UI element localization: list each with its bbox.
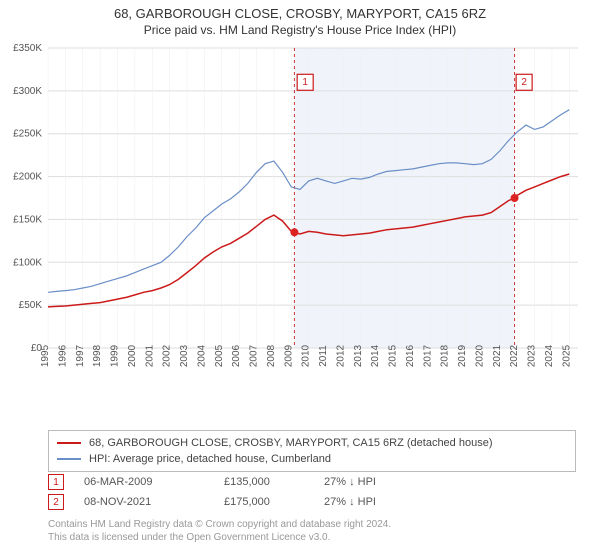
svg-text:2009: 2009 <box>283 344 294 367</box>
transaction-price: £175,000 <box>224 496 324 508</box>
transaction-date: 08-NOV-2021 <box>84 496 224 508</box>
svg-text:£250K: £250K <box>13 129 42 140</box>
svg-text:2006: 2006 <box>231 344 242 367</box>
transaction-pct: 27% ↓ HPI <box>324 496 444 508</box>
line-chart: £0£50K£100K£150K£200K£250K£300K£350K1995… <box>48 48 578 396</box>
svg-text:2021: 2021 <box>492 344 503 367</box>
svg-text:2: 2 <box>521 77 527 88</box>
svg-text:2016: 2016 <box>405 344 416 367</box>
legend-label: 68, GARBOROUGH CLOSE, CROSBY, MARYPORT, … <box>89 435 493 451</box>
svg-text:2022: 2022 <box>509 344 520 367</box>
title-main: 68, GARBOROUGH CLOSE, CROSBY, MARYPORT, … <box>0 6 600 21</box>
svg-text:1998: 1998 <box>92 344 103 367</box>
svg-text:£100K: £100K <box>13 257 42 268</box>
transaction-price: £135,000 <box>224 476 324 488</box>
transaction-pct: 27% ↓ HPI <box>324 476 444 488</box>
chart-container: 68, GARBOROUGH CLOSE, CROSBY, MARYPORT, … <box>0 0 600 560</box>
svg-text:1996: 1996 <box>57 344 68 367</box>
svg-text:2008: 2008 <box>266 344 277 367</box>
svg-text:2014: 2014 <box>370 344 381 367</box>
svg-text:2012: 2012 <box>335 344 346 367</box>
title-block: 68, GARBOROUGH CLOSE, CROSBY, MARYPORT, … <box>0 0 600 37</box>
legend-swatch <box>57 458 81 460</box>
svg-text:2025: 2025 <box>561 344 572 367</box>
title-sub: Price paid vs. HM Land Registry's House … <box>0 23 600 37</box>
svg-text:2018: 2018 <box>440 344 451 367</box>
svg-text:2020: 2020 <box>474 344 485 367</box>
svg-text:2010: 2010 <box>301 344 312 367</box>
legend-label: HPI: Average price, detached house, Cumb… <box>89 451 331 467</box>
svg-text:1995: 1995 <box>40 344 51 367</box>
svg-text:£300K: £300K <box>13 86 42 97</box>
legend: 68, GARBOROUGH CLOSE, CROSBY, MARYPORT, … <box>48 430 576 472</box>
footer-line-2: This data is licensed under the Open Gov… <box>48 531 391 544</box>
svg-text:2005: 2005 <box>214 344 225 367</box>
transaction-row: 1 06-MAR-2009 £135,000 27% ↓ HPI <box>48 472 576 492</box>
svg-text:2013: 2013 <box>353 344 364 367</box>
svg-text:2024: 2024 <box>544 344 555 367</box>
svg-text:2017: 2017 <box>422 344 433 367</box>
legend-item-property: 68, GARBOROUGH CLOSE, CROSBY, MARYPORT, … <box>57 435 567 451</box>
svg-text:1997: 1997 <box>75 344 86 367</box>
svg-text:£50K: £50K <box>19 300 43 311</box>
transaction-marker-1: 1 <box>48 474 64 490</box>
svg-text:2015: 2015 <box>388 344 399 367</box>
legend-item-hpi: HPI: Average price, detached house, Cumb… <box>57 451 567 467</box>
svg-text:£350K: £350K <box>13 43 42 54</box>
svg-text:2003: 2003 <box>179 344 190 367</box>
chart-area: £0£50K£100K£150K£200K£250K£300K£350K1995… <box>48 48 578 396</box>
svg-text:2002: 2002 <box>162 344 173 367</box>
transaction-marker-2: 2 <box>48 494 64 510</box>
svg-text:£200K: £200K <box>13 172 42 183</box>
svg-text:£150K: £150K <box>13 214 42 225</box>
svg-text:2004: 2004 <box>196 344 207 367</box>
legend-swatch <box>57 442 81 444</box>
svg-text:1999: 1999 <box>110 344 121 367</box>
transaction-date: 06-MAR-2009 <box>84 476 224 488</box>
svg-text:1: 1 <box>302 77 308 88</box>
svg-text:2019: 2019 <box>457 344 468 367</box>
svg-text:2001: 2001 <box>144 344 155 367</box>
svg-text:2007: 2007 <box>249 344 260 367</box>
transaction-row: 2 08-NOV-2021 £175,000 27% ↓ HPI <box>48 492 576 512</box>
svg-text:2011: 2011 <box>318 345 329 367</box>
transaction-table: 1 06-MAR-2009 £135,000 27% ↓ HPI 2 08-NO… <box>48 472 576 512</box>
svg-text:2023: 2023 <box>527 344 538 367</box>
footer-line-1: Contains HM Land Registry data © Crown c… <box>48 518 391 531</box>
svg-text:2000: 2000 <box>127 344 138 367</box>
footer: Contains HM Land Registry data © Crown c… <box>48 518 391 544</box>
